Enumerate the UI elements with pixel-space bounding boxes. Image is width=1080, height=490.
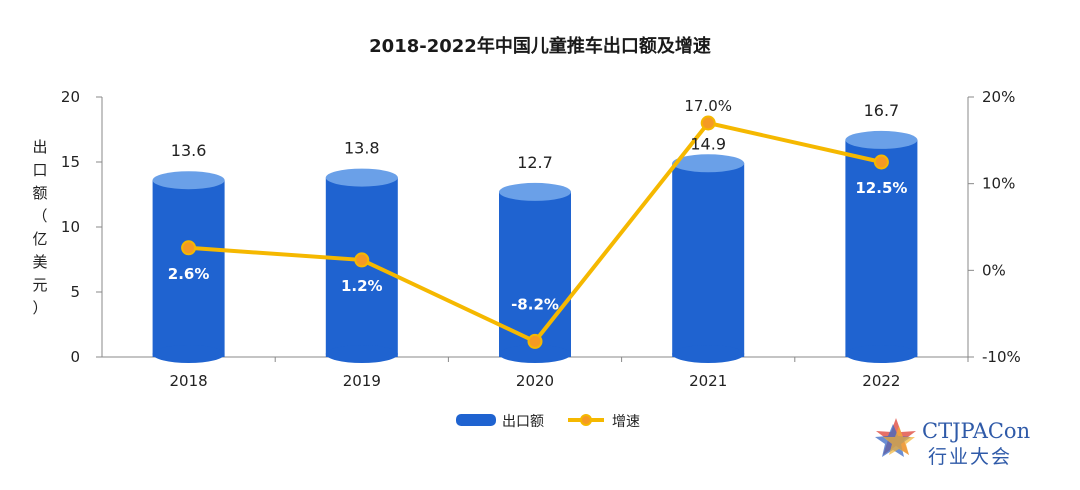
bar-value-label: 13.6 [171,141,207,160]
chart-title: 2018-2022年中国儿童推车出口额及增速 [369,35,711,57]
data-labels: 13.6 13.8 12.7 14.9 16.7 2.6% 1.2% -8.2% 17.0% 12… [168,97,908,313]
growth-value-label: 2.6% [168,265,210,283]
growth-marker-2020 [527,333,543,349]
growth-marker-2021 [700,115,716,131]
growth-value-label: 1.2% [341,277,383,295]
ctjpacon-logo: CTJPACon 行业大会 [875,418,1030,468]
growth-value-label: 12.5% [855,179,907,197]
bar-top [499,182,571,201]
legend-bar-swatch [456,414,496,426]
bar-value-label: 13.8 [344,139,380,158]
x-tick-label: 2019 [343,372,381,390]
y-axis-label-char: 出 [32,138,47,156]
star-logo-icon [875,418,916,457]
bar-value-label: 14.9 [690,134,726,153]
bar-top [672,154,745,173]
growth-marker-2018 [181,240,197,256]
y2-tick-label: 20% [982,88,1015,106]
y-axis-label-char: 口 [32,161,47,179]
y-axis-label-char: ） [32,299,47,317]
y-tick-label: 20 [61,88,80,106]
bar-body [152,180,225,357]
bar-base [325,345,398,363]
legend-marker-swatch [580,414,592,426]
bar-base [499,345,571,363]
legend-item-export: 出口额 [456,414,544,430]
legend-label: 出口额 [502,414,544,430]
y-axis-label-char: 元 [32,276,47,294]
growth-value-label: -8.2% [511,295,559,313]
y-axis-label-char: 美 [32,253,47,271]
legend: 出口额 增速 [456,414,640,430]
y-tick-label: 15 [61,153,80,171]
y-tick-label: 0 [70,348,80,366]
logo-name: CTJPACon [922,419,1030,443]
axes: 0 5 10 15 20 -10% 0% 10% 20% 2018 2019 2020 2021 2022… [32,88,1020,390]
growth-value-label: 17.0% [684,97,732,115]
y-tick-label: 10 [61,218,80,236]
bar-base [672,345,745,363]
y-axis-label-char: 亿 [32,230,47,248]
x-tick-label: 2020 [516,372,554,390]
bar-base [152,345,225,363]
bar-series [152,130,918,363]
growth-marker-2022 [873,154,889,170]
growth-marker-2019 [354,252,370,268]
y-axis-label-char: （ [32,207,47,225]
bar-2018 [152,171,225,363]
bar-value-label: 12.7 [517,153,553,172]
bar-base [845,345,918,363]
bar-body [499,191,571,357]
y-axis-label-char: 额 [32,184,47,202]
y2-tick-label: 10% [982,175,1015,193]
x-tick-label: 2021 [689,372,727,390]
legend-item-growth: 增速 [568,414,640,430]
logo-subtitle: 行业大会 [928,446,1012,468]
legend-label: 增速 [612,414,640,430]
y2-tick-label: 0% [982,261,1006,279]
bar-top [152,171,225,190]
y-tick-label: 5 [70,283,80,301]
growth-line-series [181,115,889,349]
bar-body [845,139,918,357]
bar-top [325,168,398,187]
y2-tick-label: -10% [982,348,1021,366]
bar-2021 [672,154,745,363]
x-tick-label: 2018 [170,372,208,390]
x-tick-label: 2022 [862,372,900,390]
bar-body [672,163,745,357]
bar-value-label: 16.7 [864,101,900,120]
bar-2022 [845,130,918,363]
bar-top [845,130,918,149]
